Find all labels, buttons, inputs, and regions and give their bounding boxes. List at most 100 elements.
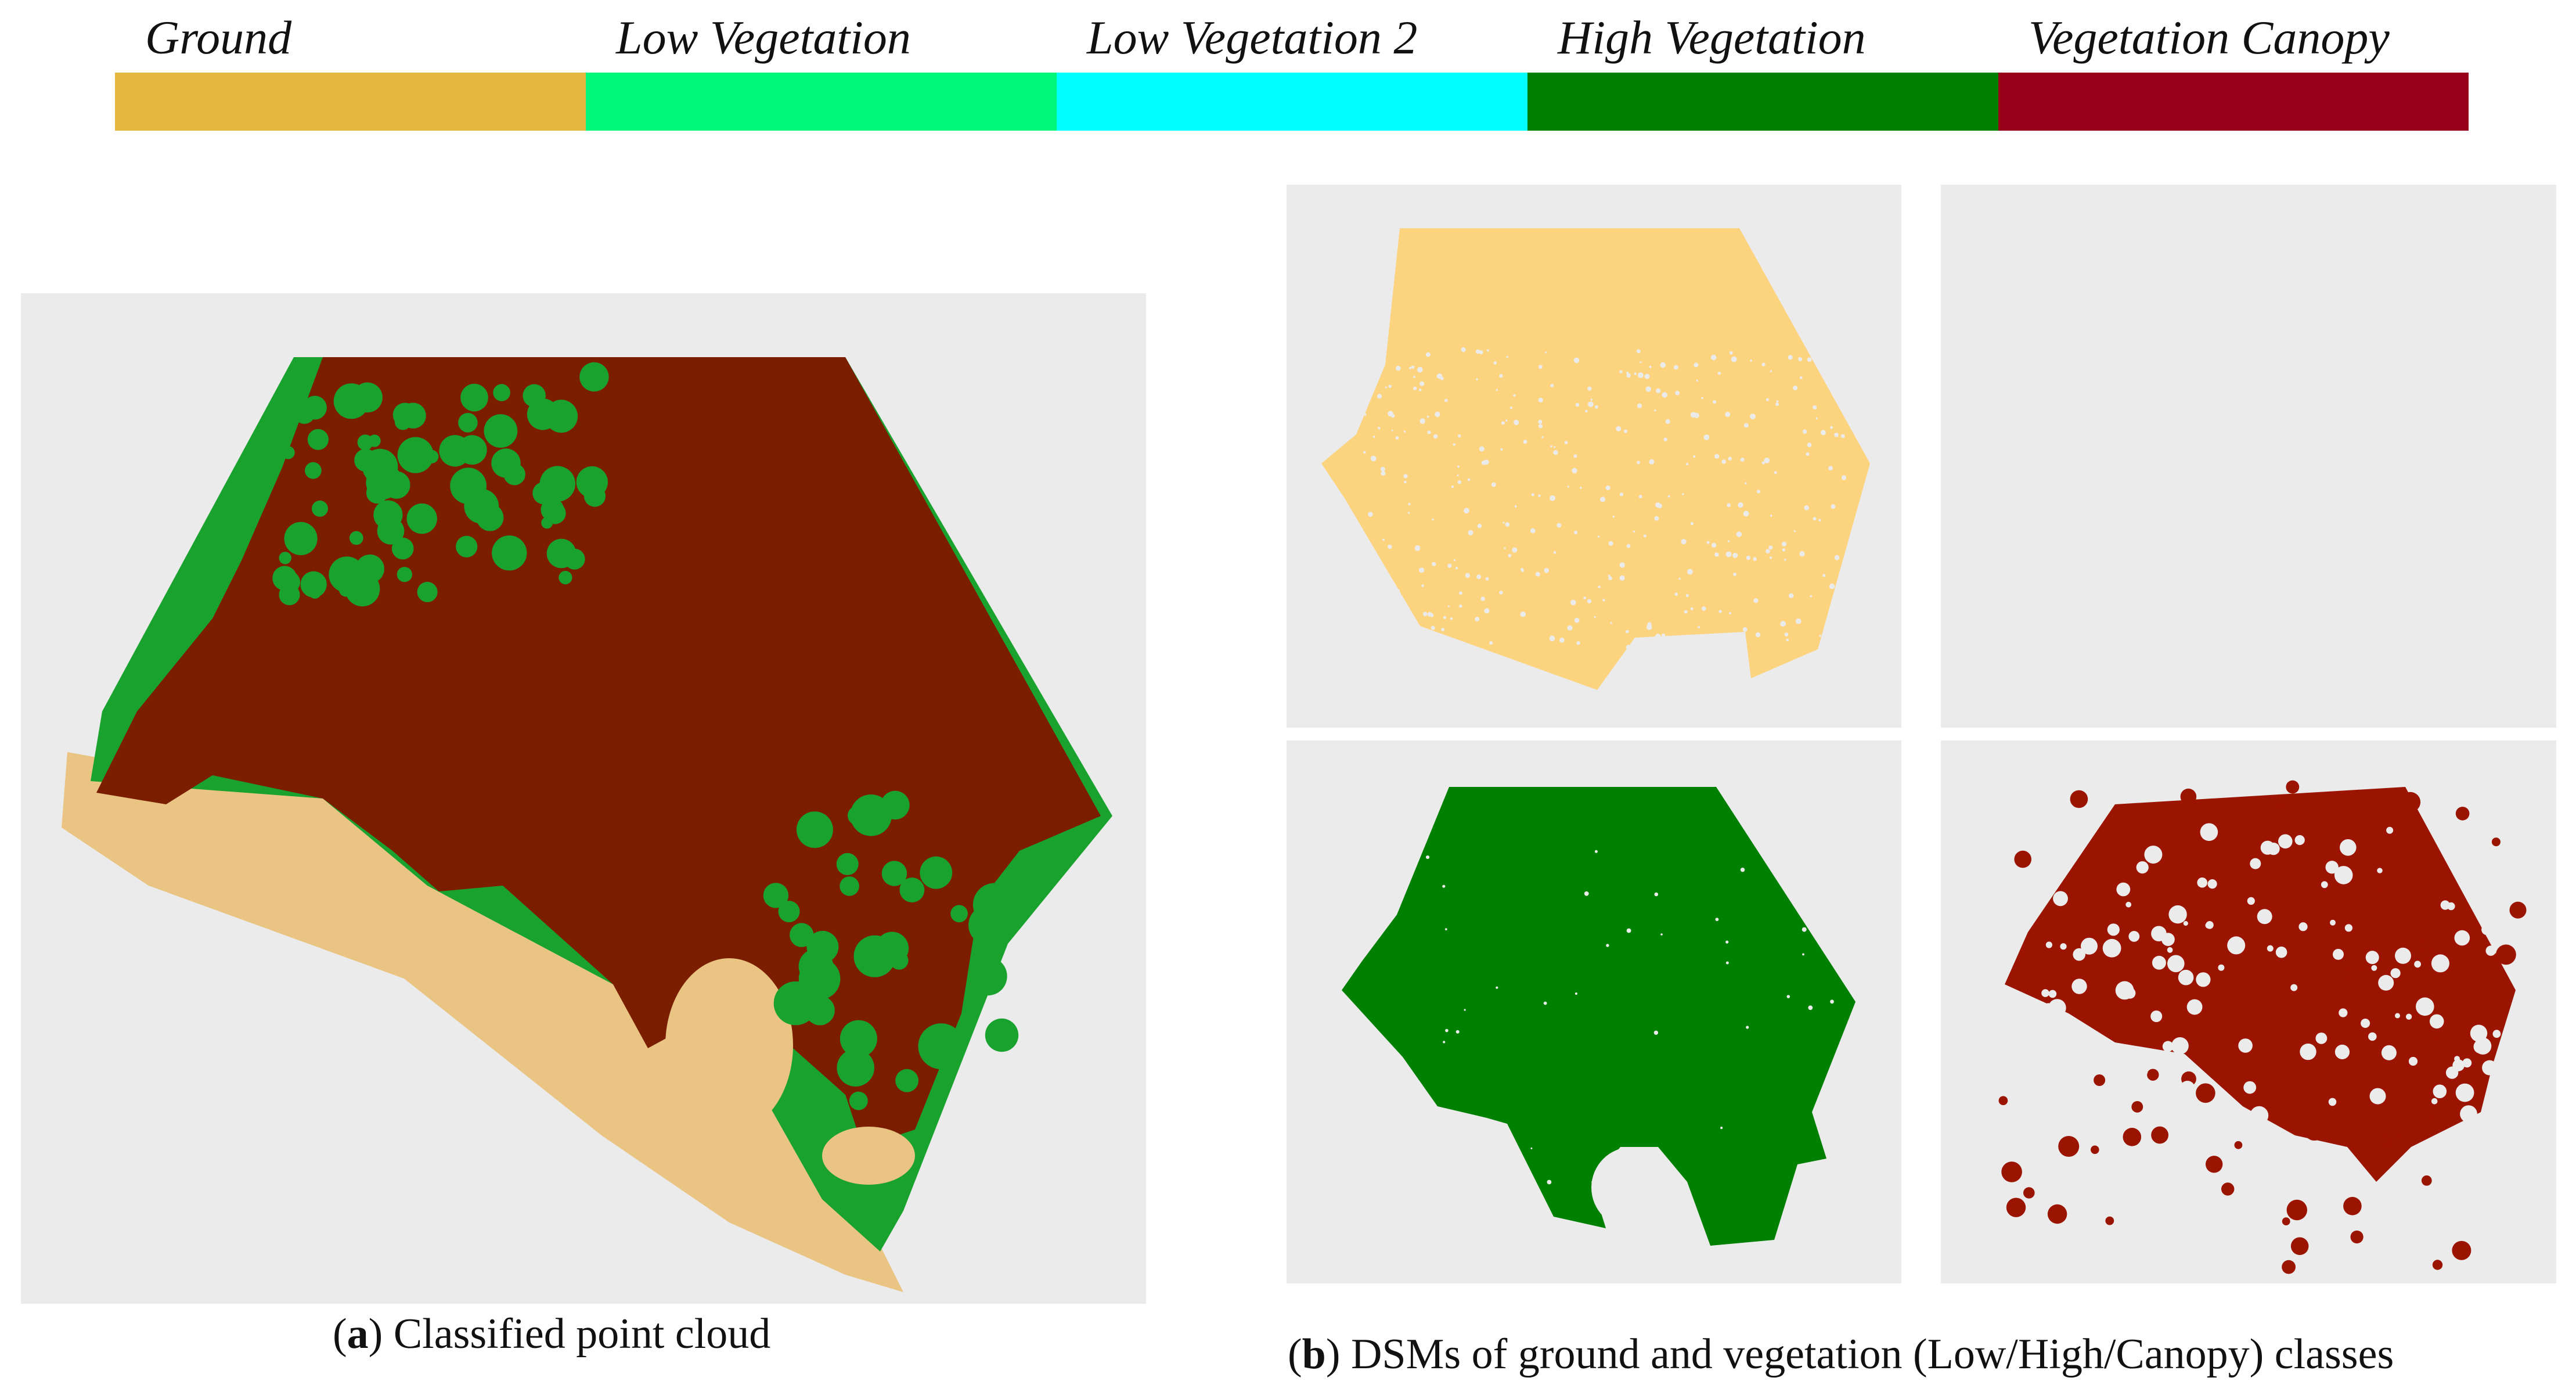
dsm-ground-gap (1453, 443, 1455, 446)
dsm-ground-gap (1660, 362, 1666, 368)
pa-vegetation-gap (583, 485, 606, 507)
dsm-ground-gap (1706, 541, 1710, 544)
dsm-ground-gap (1567, 485, 1569, 488)
dsm-canopy-gap (2452, 1059, 2465, 1071)
dsm-ground-gap (1841, 475, 1847, 480)
dsm-canopy-gap (2200, 823, 2218, 841)
dsm-ground-gap (1625, 630, 1629, 634)
dsm-ground-gap (1499, 591, 1503, 595)
dsm-ground-gap (1587, 386, 1592, 391)
dsm-ground-gap (1761, 362, 1766, 366)
dsm-canopy-blob (2442, 1001, 2460, 1018)
dsm-ground-gap (1756, 490, 1760, 494)
dsm-ground-gap (1687, 569, 1693, 575)
dsm-ground-gap (1530, 528, 1536, 534)
dsm-canopy-blob (2347, 965, 2365, 983)
dsm-ground-panel (1287, 185, 1901, 728)
pa-vegetation-gap (458, 413, 478, 433)
dsm-canopy-blob (2001, 1161, 2022, 1182)
dsm-ground-gap (1713, 400, 1717, 404)
dsm-ground-gap (1774, 471, 1777, 474)
dsm-ground-gap (1729, 351, 1733, 355)
dsm-ground-gap (1681, 539, 1687, 545)
dsm-ground-gap (1789, 593, 1794, 598)
pa-vegetation-gap (381, 466, 401, 485)
dsm-ground-gap (1793, 386, 1798, 390)
dsm-ground-gap (1585, 409, 1588, 413)
dsm-ground-gap (1414, 545, 1421, 551)
dsm-high-shape (1342, 787, 1856, 1246)
pa-vegetation-gap (357, 434, 373, 451)
dsm-ground-gap (1662, 392, 1667, 398)
dsm-ground-gap (1626, 373, 1631, 378)
dsm-canopy-gap (2250, 1106, 2269, 1125)
dsm-ground-gap (1636, 349, 1641, 354)
dsm-canopy-gap (2167, 947, 2173, 953)
dsm-ground-gap (1806, 452, 1810, 456)
dsm-ground-gap (1539, 365, 1543, 369)
dsm-ground-gap (1491, 482, 1496, 487)
dsm-canopy-gap (2250, 858, 2261, 869)
dsm-canopy-blob (2370, 1112, 2380, 1123)
dsm-ground-gap (1608, 541, 1613, 546)
dsm-canopy-gap (2142, 1095, 2149, 1102)
dsm-ground-gap (1638, 495, 1642, 499)
dsm-ground-gap (1766, 398, 1769, 401)
pa-vegetation-gap (579, 362, 609, 392)
dsm-ground-gap (1753, 598, 1759, 603)
dsm-ground-gap (1435, 411, 1440, 418)
dsm-ground-gap (1468, 530, 1473, 535)
dsm-ground-gap (1457, 434, 1461, 438)
dsm-canopy-blob (2350, 1230, 2364, 1244)
dsm-ground-gap (1725, 551, 1732, 558)
dsm-ground-gap (1411, 365, 1415, 369)
pa-vegetation-gap (425, 449, 439, 463)
dsm-canopy-gap (2136, 861, 2149, 874)
pa-vegetation-gap (798, 949, 834, 984)
dsm-ground-gap (1455, 567, 1458, 570)
dsm-high-gap (1740, 868, 1745, 872)
dsm-high-gap (1445, 1028, 1449, 1033)
dsm-ground-gap (1432, 518, 1434, 521)
dsm-ground-gap (1764, 458, 1770, 463)
dsm-ground-gap (1776, 400, 1779, 402)
dsm-canopy-gap (2460, 1105, 2477, 1123)
dsm-canopy-gap (2101, 1045, 2120, 1064)
legend-label: Low Vegetation 2 (1087, 11, 1418, 64)
dsm-canopy-blob (2377, 882, 2386, 890)
dsm-canopy-gap (2431, 1098, 2438, 1105)
dsm-ground-gap (1467, 478, 1471, 481)
dsm-ground-gap (1465, 573, 1470, 578)
dsm-canopy-blob (2282, 1260, 2296, 1274)
dsm-canopy-gap (2116, 882, 2131, 897)
dsm-ground-gap (1702, 606, 1706, 611)
dsm-canopy-blob (2123, 1128, 2142, 1146)
dsm-high-gap (1715, 918, 1719, 922)
dsm-ground-gap (1786, 638, 1789, 642)
pa-vegetation-gap (302, 395, 327, 420)
pa-vegetation-gap (373, 500, 403, 530)
dsm-ground-gap (1727, 503, 1731, 508)
legend-item-vegetation-canopy: Vegetation Canopy (1998, 0, 2469, 134)
dsm-ground-gap (1740, 458, 1745, 462)
dsm-ground-gap (1429, 613, 1434, 617)
caption-a-letter: a (347, 1310, 369, 1358)
dsm-canopy-gap (2474, 890, 2492, 908)
dsm-ground-gap (1645, 386, 1651, 392)
dsm-canopy-gap (2365, 951, 2379, 965)
dsm-canopy-gap (2048, 990, 2057, 998)
dsm-canopy-gap (2294, 835, 2305, 846)
dsm-ground-gap (1665, 419, 1670, 424)
dsm-ground-gap (1514, 419, 1519, 425)
dsm-canopy-blob (2276, 804, 2284, 812)
dsm-ground-gap (1501, 421, 1505, 425)
legend-item-ground: Ground (115, 0, 586, 134)
pa-vegetation-gap (265, 413, 289, 437)
dsm-high-gaps (1404, 828, 1834, 1185)
dsm-ground-gap (1538, 494, 1541, 497)
dsm-canopy-gap (2073, 948, 2085, 961)
pa-ground-patch (665, 958, 793, 1132)
dsm-high-gap (1802, 953, 1804, 956)
dsm-canopy-gap (2168, 905, 2187, 924)
dsm-ground-gap (1780, 621, 1786, 627)
